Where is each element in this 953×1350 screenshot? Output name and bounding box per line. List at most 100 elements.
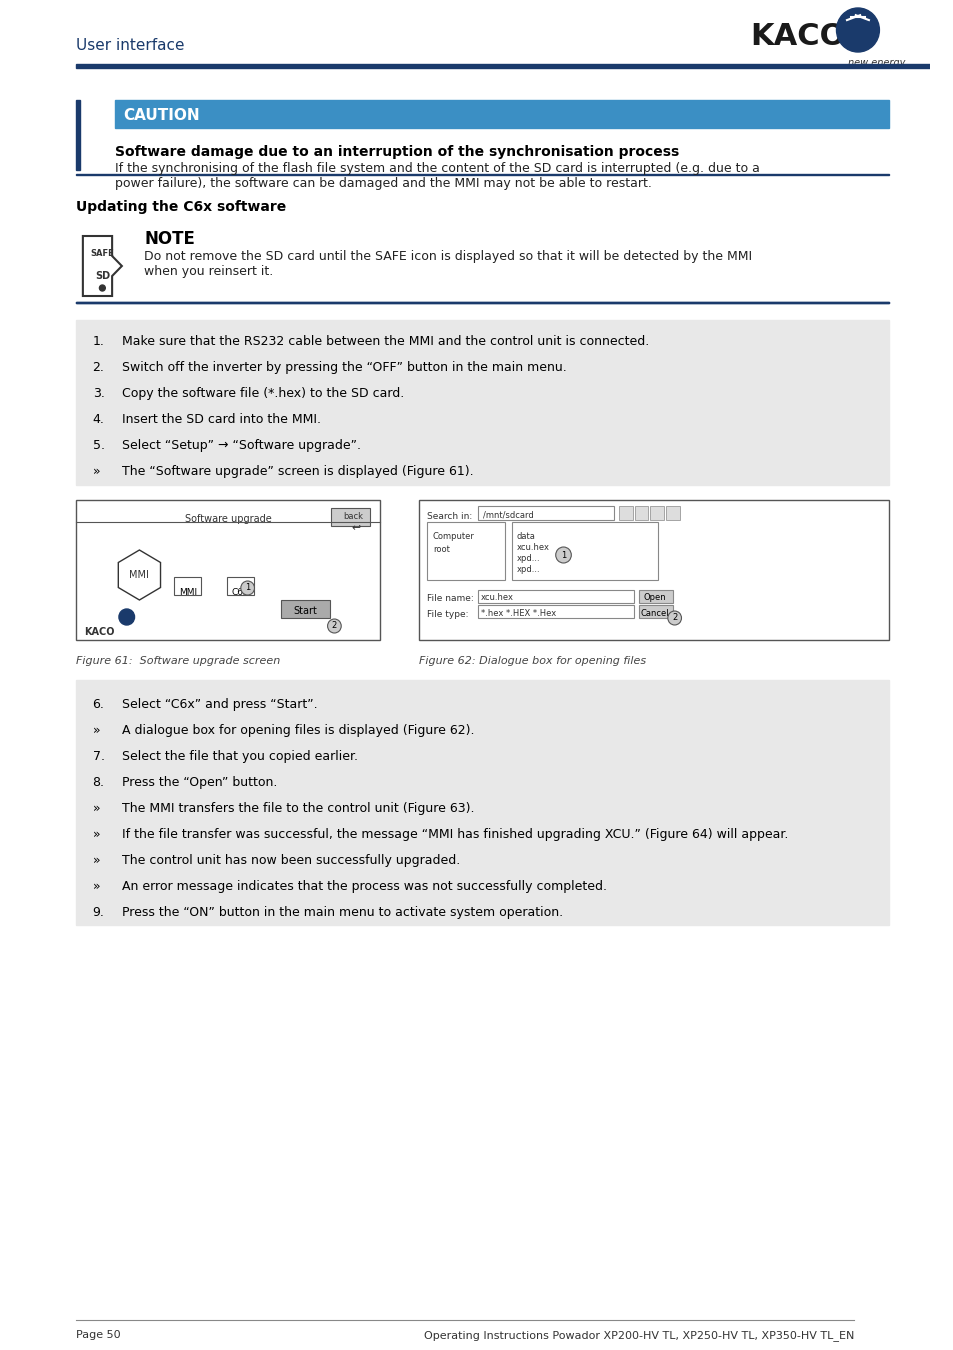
- Text: Computer: Computer: [433, 532, 475, 541]
- Bar: [331, 508, 370, 526]
- Text: The “Software upgrade” screen is displayed (Figure 61).: The “Software upgrade” screen is display…: [122, 464, 473, 478]
- Text: If the synchronising of the flash file system and the content of the SD card is : If the synchronising of the flash file s…: [115, 162, 760, 190]
- Bar: [76, 63, 929, 68]
- Text: 1.: 1.: [92, 335, 105, 348]
- Bar: [76, 301, 888, 302]
- Text: 7.: 7.: [92, 751, 105, 763]
- Text: 8.: 8.: [92, 776, 105, 788]
- Text: The MMI transfers the file to the control unit (Figure 63).: The MMI transfers the file to the contro…: [122, 802, 474, 815]
- Text: Updating the C6x software: Updating the C6x software: [76, 200, 286, 215]
- Bar: [665, 506, 679, 520]
- Text: User interface: User interface: [76, 38, 184, 53]
- Bar: [427, 522, 504, 580]
- Text: »: »: [92, 880, 100, 892]
- Text: Operating Instructions Powador XP200-HV TL, XP250-HV TL, XP350-HV TL_EN: Operating Instructions Powador XP200-HV …: [423, 1330, 853, 1341]
- Text: 5.: 5.: [92, 439, 105, 452]
- Text: xcu.hex: xcu.hex: [517, 543, 549, 552]
- Bar: [418, 500, 888, 640]
- Text: 2: 2: [332, 621, 336, 630]
- Text: 1: 1: [245, 583, 250, 593]
- Text: data: data: [517, 532, 535, 541]
- Bar: [76, 680, 888, 925]
- Circle shape: [667, 612, 680, 625]
- Bar: [618, 506, 632, 520]
- Text: Insert the SD card into the MMI.: Insert the SD card into the MMI.: [122, 413, 320, 427]
- Text: xcu.hex: xcu.hex: [480, 593, 513, 602]
- Text: Cancel: Cancel: [640, 609, 669, 618]
- Text: SAFE: SAFE: [91, 250, 114, 258]
- Text: »: »: [92, 464, 100, 478]
- Text: The control unit has now been successfully upgraded.: The control unit has now been successful…: [122, 855, 459, 867]
- Text: xpd...: xpd...: [517, 554, 539, 563]
- Bar: [477, 506, 614, 520]
- Text: xpd...: xpd...: [517, 566, 539, 574]
- Text: 6.: 6.: [92, 698, 105, 711]
- Bar: [173, 576, 201, 595]
- Circle shape: [119, 609, 134, 625]
- Bar: [638, 605, 672, 618]
- Bar: [280, 599, 329, 618]
- Text: Figure 62: Dialogue box for opening files: Figure 62: Dialogue box for opening file…: [418, 656, 646, 666]
- Text: Press the “ON” button in the main menu to activate system operation.: Press the “ON” button in the main menu t…: [122, 906, 562, 919]
- Bar: [227, 576, 254, 595]
- Text: C6x: C6x: [231, 589, 249, 597]
- Text: 4.: 4.: [92, 413, 105, 427]
- Text: »: »: [92, 724, 100, 737]
- Bar: [76, 174, 888, 176]
- Text: ↩: ↩: [351, 522, 360, 532]
- Bar: [477, 605, 633, 618]
- Bar: [512, 522, 658, 580]
- Text: SD: SD: [94, 271, 110, 281]
- Text: KACO: KACO: [750, 22, 845, 51]
- Text: Select the file that you copied earlier.: Select the file that you copied earlier.: [122, 751, 357, 763]
- Text: KACO: KACO: [84, 626, 114, 637]
- Bar: [76, 100, 80, 170]
- Text: 2: 2: [671, 613, 677, 622]
- Text: *.hex *.HEX *.Hex: *.hex *.HEX *.Hex: [480, 609, 556, 618]
- Text: 1: 1: [560, 551, 565, 559]
- Text: Select “Setup” → “Software upgrade”.: Select “Setup” → “Software upgrade”.: [122, 439, 360, 452]
- Text: Search in:: Search in:: [427, 512, 472, 521]
- Text: 3.: 3.: [92, 387, 105, 400]
- Text: Figure 61:  Software upgrade screen: Figure 61: Software upgrade screen: [76, 656, 280, 666]
- Text: Copy the software file (*.hex) to the SD card.: Copy the software file (*.hex) to the SD…: [122, 387, 404, 400]
- Circle shape: [556, 547, 571, 563]
- Text: new energy.: new energy.: [847, 58, 907, 68]
- Text: Start: Start: [293, 606, 316, 616]
- Text: File name:: File name:: [427, 594, 474, 603]
- Text: MMI: MMI: [179, 589, 197, 597]
- Text: MMI: MMI: [130, 570, 150, 580]
- Text: Switch off the inverter by pressing the “OFF” button in the main menu.: Switch off the inverter by pressing the …: [122, 360, 566, 374]
- Circle shape: [240, 580, 254, 595]
- Text: »: »: [92, 855, 100, 867]
- Text: Select “C6x” and press “Start”.: Select “C6x” and press “Start”.: [122, 698, 317, 711]
- Text: CAUTION: CAUTION: [123, 108, 199, 123]
- Text: NOTE: NOTE: [144, 230, 195, 248]
- Text: A dialogue box for opening files is displayed (Figure 62).: A dialogue box for opening files is disp…: [122, 724, 474, 737]
- Bar: [76, 500, 380, 640]
- Bar: [634, 506, 648, 520]
- Text: Page 50: Page 50: [76, 1330, 120, 1341]
- Text: Software damage due to an interruption of the synchronisation process: Software damage due to an interruption o…: [115, 144, 679, 159]
- Bar: [76, 320, 888, 485]
- Text: back: back: [343, 512, 363, 521]
- Text: 2.: 2.: [92, 360, 105, 374]
- Bar: [477, 590, 633, 603]
- Bar: [76, 301, 888, 302]
- Text: »: »: [92, 828, 100, 841]
- Bar: [650, 506, 663, 520]
- Text: Open: Open: [643, 593, 666, 602]
- Text: /mnt/sdcard: /mnt/sdcard: [482, 510, 533, 518]
- Text: Software upgrade: Software upgrade: [185, 514, 272, 524]
- Text: If the file transfer was successful, the message “MMI has finished upgrading XCU: If the file transfer was successful, the…: [122, 828, 787, 841]
- Circle shape: [327, 620, 341, 633]
- Text: File type:: File type:: [427, 610, 468, 620]
- Text: 9.: 9.: [92, 906, 105, 919]
- Bar: [115, 100, 888, 128]
- Text: root: root: [433, 545, 449, 554]
- Circle shape: [836, 8, 879, 53]
- Text: Press the “Open” button.: Press the “Open” button.: [122, 776, 277, 788]
- Bar: [638, 590, 672, 603]
- Text: Make sure that the RS232 cable between the MMI and the control unit is connected: Make sure that the RS232 cable between t…: [122, 335, 648, 348]
- Text: »: »: [92, 802, 100, 815]
